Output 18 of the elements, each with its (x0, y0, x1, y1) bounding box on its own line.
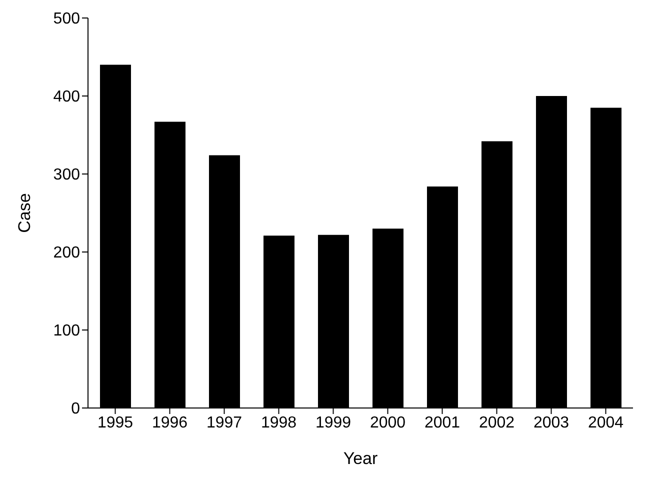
x-tick-label: 2004 (588, 414, 624, 432)
y-tick-label: 400 (53, 88, 80, 106)
y-tick-label: 500 (53, 10, 80, 28)
y-tick-label: 0 (71, 400, 80, 418)
x-tick-label: 2001 (424, 414, 460, 432)
y-tick-label: 300 (53, 166, 80, 184)
x-tick-label: 2002 (478, 414, 515, 432)
x-tick-label: 2003 (533, 414, 570, 432)
x-axis-title: Year (343, 449, 378, 468)
y-axis-title: Case (15, 193, 34, 233)
x-tick-label: 1995 (97, 414, 134, 432)
y-tick-label: 100 (53, 322, 80, 340)
x-tick-label: 1999 (315, 414, 352, 432)
x-tick-label: 1998 (260, 414, 297, 432)
x-tick-label: 1997 (206, 414, 242, 432)
x-tick-label: 1996 (152, 414, 188, 432)
x-tick-label: 2000 (370, 414, 406, 432)
y-tick-label: 200 (53, 244, 80, 262)
